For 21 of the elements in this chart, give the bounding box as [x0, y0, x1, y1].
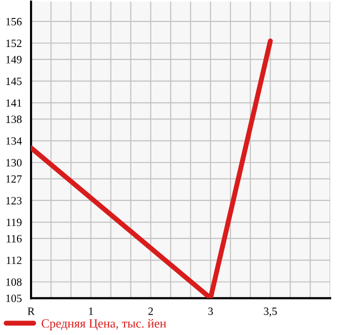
y-tick-label: 112: [6, 256, 22, 264]
x-tick-label: 3: [208, 308, 213, 315]
y-tick-label: 108: [6, 278, 22, 286]
y-tick-label: 116: [6, 234, 22, 242]
y-tick-label: 141: [6, 99, 22, 107]
y-tick-label: 134: [6, 137, 22, 145]
legend-label: Средняя Цена, тыс. йен: [42, 318, 166, 330]
y-tick-label: 105: [6, 294, 22, 302]
y-tick-label: 152: [6, 40, 22, 48]
y-tick-label: 156: [6, 18, 22, 26]
y-tick-label: 145: [6, 78, 22, 86]
y-tick-label: 123: [6, 196, 22, 204]
x-tick-label: 2: [148, 308, 153, 315]
y-tick-label: 138: [6, 116, 22, 124]
x-tick-label: 1: [89, 308, 93, 315]
y-tick-label: 119: [6, 218, 22, 226]
x-tick-label: R: [28, 308, 35, 315]
y-tick-label: 149: [6, 56, 22, 64]
y-tick-label: 127: [6, 175, 22, 183]
y-tick-label: 130: [6, 158, 22, 166]
x-tick-label: 3,5: [264, 308, 277, 317]
